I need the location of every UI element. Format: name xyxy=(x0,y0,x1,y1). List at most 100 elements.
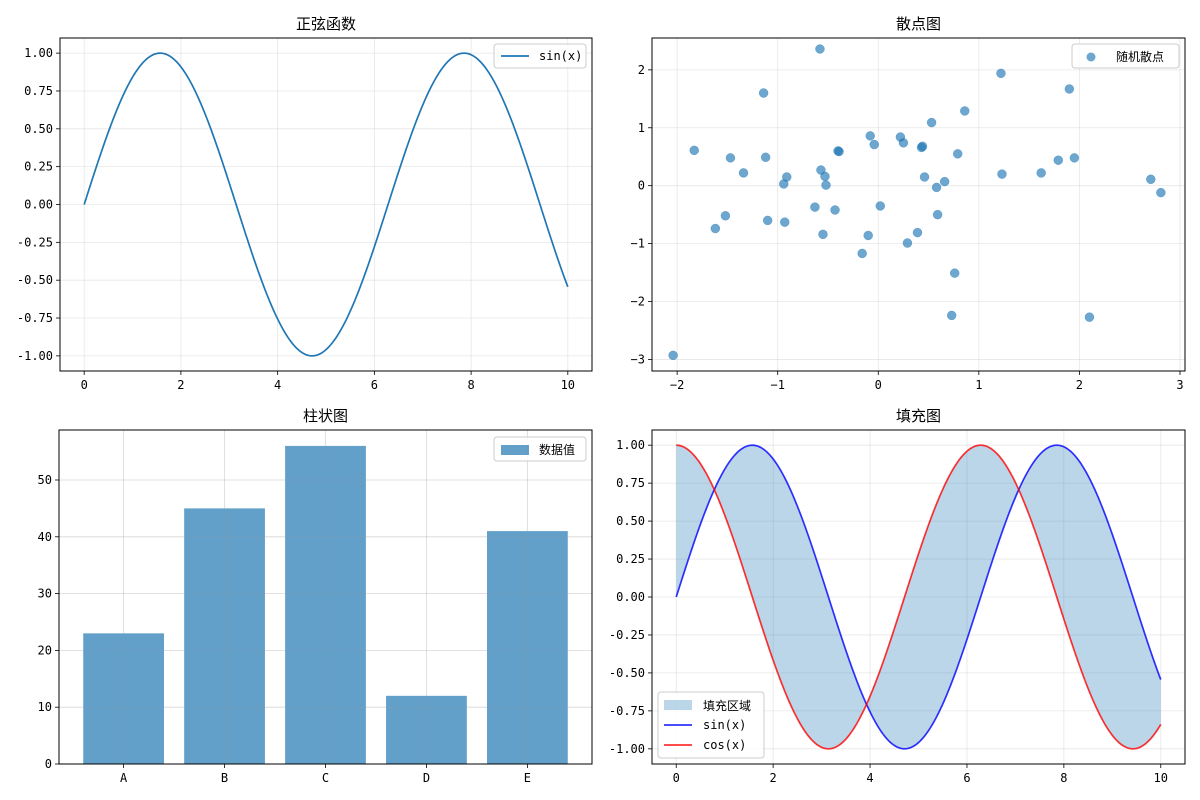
scatter-point xyxy=(779,217,790,227)
x-tick-label: 8 xyxy=(467,378,474,392)
scatter-point xyxy=(820,171,830,182)
bar-d xyxy=(386,695,467,764)
y-tick-label: -0.25 xyxy=(609,628,645,642)
x-tick-label: D xyxy=(423,771,430,785)
y-tick-label: 50 xyxy=(38,473,52,487)
y-tick-label: -0.50 xyxy=(609,666,645,680)
x-tick-label: 0 xyxy=(673,771,680,785)
scatter-point xyxy=(939,176,950,187)
scatter-point xyxy=(952,149,963,159)
x-tick-label: 4 xyxy=(866,771,873,785)
x-tick-label: 8 xyxy=(1060,771,1067,785)
axes-frame xyxy=(59,37,593,372)
scatter-point xyxy=(1146,174,1156,185)
legend-label: 数据值 xyxy=(539,442,575,457)
y-tick-label: 0 xyxy=(638,179,645,193)
y-tick-label: 0.75 xyxy=(24,84,53,98)
axes-frame xyxy=(651,37,1186,372)
x-tick-label: 4 xyxy=(274,378,281,392)
x-tick-label: 3 xyxy=(1176,378,1183,392)
x-tick-label: E xyxy=(524,771,531,785)
y-tick-label: −2 xyxy=(631,295,645,309)
scatter-point xyxy=(689,145,699,156)
y-tick-label: 0.00 xyxy=(616,590,645,604)
y-tick-label: 0.50 xyxy=(616,514,645,528)
scatter-point xyxy=(996,68,1006,79)
x-tick-label: C xyxy=(322,771,329,785)
bar-e xyxy=(487,531,568,764)
scatter-point xyxy=(1084,312,1095,322)
legend-box xyxy=(493,43,587,69)
y-tick-label: 0.25 xyxy=(616,552,645,566)
x-tick-label: 2 xyxy=(770,771,777,785)
scatter-point xyxy=(725,153,736,163)
y-tick-label: 1.00 xyxy=(616,438,645,452)
y-tick-label: -1.00 xyxy=(17,349,53,363)
scatter-point xyxy=(902,238,913,248)
scatter-point xyxy=(782,172,792,182)
legend: 随机散点 xyxy=(1086,49,1164,64)
x-tick-label: A xyxy=(120,771,128,785)
legend-swatch-fill xyxy=(664,700,692,710)
x-tick-label: 0 xyxy=(81,378,88,392)
scatter-point xyxy=(1064,84,1075,94)
bar-c xyxy=(285,445,366,764)
legend-swatch-bar xyxy=(501,445,529,455)
x-tick-label: 6 xyxy=(963,771,970,785)
fill-area-between xyxy=(676,445,1161,749)
scatter-point xyxy=(1069,153,1080,163)
scatter-point xyxy=(815,44,825,54)
y-tick-label: -0.25 xyxy=(17,235,53,249)
x-tick-label: 2 xyxy=(177,378,184,392)
y-tick-label: 0.50 xyxy=(24,122,53,136)
series-line-sin xyxy=(675,444,1162,750)
x-tick-label: −1 xyxy=(770,378,784,392)
legend-label: sin(x) xyxy=(539,49,582,63)
scatter-point xyxy=(931,182,942,193)
y-tick-label: 0.25 xyxy=(24,160,53,174)
scatter-point xyxy=(720,211,731,221)
scatter-point xyxy=(758,88,769,98)
subplot-sine-function: 正弦函数 0 2 4 6 8 10 -1.00 -0.75 -0.50 -0.25 0.00 0.25 0… xyxy=(17,15,593,392)
scatter-point xyxy=(869,139,880,150)
y-tick-label: 30 xyxy=(38,587,52,601)
y-tick-label: -0.75 xyxy=(17,311,53,325)
scatter-point xyxy=(710,223,721,234)
chart-title: 填充图 xyxy=(896,407,941,425)
bar-a xyxy=(83,633,164,764)
series-line-cos xyxy=(676,444,1162,750)
scatter-point xyxy=(810,202,820,212)
legend: 填充区域 sin(x) cos(x) xyxy=(664,698,751,752)
legend: 数据值 xyxy=(501,442,575,457)
legend-label: sin(x) xyxy=(703,718,746,732)
x-tick-label: 2 xyxy=(1076,378,1083,392)
y-tick-label: −1 xyxy=(631,237,645,251)
x-tick-label: 10 xyxy=(561,378,575,392)
scatter-point xyxy=(875,201,886,211)
y-tick-label: −3 xyxy=(631,352,645,366)
y-tick-label: -0.75 xyxy=(609,704,645,718)
scatter-point xyxy=(760,152,771,163)
scatter-point xyxy=(762,215,773,226)
y-tick-label: 20 xyxy=(38,643,52,657)
legend-label: 随机散点 xyxy=(1116,49,1164,64)
y-tick-label: 10 xyxy=(38,700,52,714)
scatter-point xyxy=(738,168,749,178)
y-tick-label: 0.00 xyxy=(24,198,53,212)
legend-swatch-scatter xyxy=(1086,52,1096,62)
scatter-point xyxy=(830,205,840,215)
legend-box xyxy=(657,691,765,759)
scatter-point xyxy=(949,268,960,278)
scatter-point xyxy=(818,229,828,240)
legend: sin(x) xyxy=(501,49,582,63)
y-tick-label: 1.00 xyxy=(24,46,53,60)
legend-label: 填充区域 xyxy=(703,698,751,713)
scatter-point xyxy=(1156,187,1166,198)
scatter-point xyxy=(857,248,867,259)
legend-label: cos(x) xyxy=(703,738,746,752)
x-tick-label: 10 xyxy=(1154,771,1168,785)
bar-b xyxy=(184,508,265,764)
scatter-point xyxy=(898,138,909,148)
